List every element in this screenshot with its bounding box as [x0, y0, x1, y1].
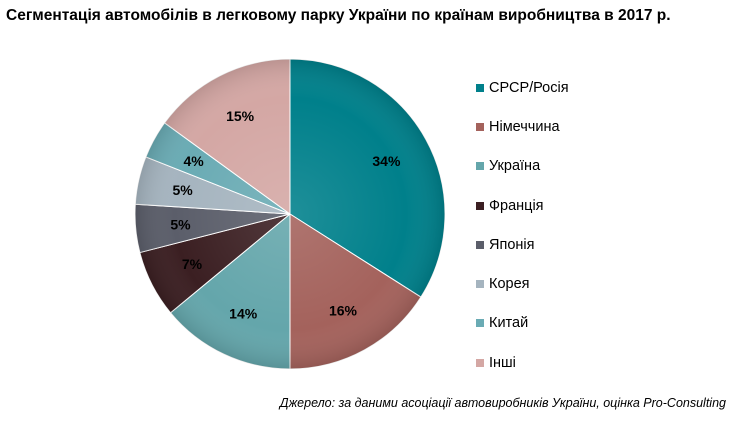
legend-label: Інші [489, 354, 516, 371]
legend-item: Японія [476, 225, 569, 264]
slice-label: 16% [329, 302, 358, 318]
legend-item: Корея [476, 264, 569, 303]
slice-label: 4% [183, 153, 204, 169]
legend-label: Україна [489, 158, 541, 175]
legend: СРСР/Росія Німеччина Україна Франція Японія К… [476, 68, 569, 382]
slice-label: 5% [170, 216, 191, 232]
legend-swatch [476, 280, 484, 289]
legend-swatch [476, 201, 484, 210]
legend-swatch [476, 122, 484, 131]
legend-label: Корея [489, 276, 530, 293]
legend-swatch [476, 240, 484, 249]
slice-label: 14% [229, 306, 258, 322]
legend-swatch [476, 358, 484, 367]
legend-label: СРСР/Росія [489, 79, 569, 96]
legend-item: Німеччина [476, 107, 569, 146]
legend-swatch [476, 319, 484, 328]
legend-swatch [476, 162, 484, 171]
legend-item: СРСР/Росія [476, 68, 569, 107]
legend-swatch [476, 83, 484, 92]
legend-item: Україна [476, 147, 569, 186]
legend-item: Китай [476, 304, 569, 343]
slice-label: 7% [182, 256, 203, 272]
legend-label: Японія [489, 236, 535, 253]
slice-label: 5% [172, 182, 193, 198]
slice-label: 34% [372, 153, 401, 169]
chart-title: Сегментація автомобілів в легковому парк… [6, 7, 671, 24]
legend-item: Інші [476, 343, 569, 382]
slice-label: 15% [226, 108, 255, 124]
legend-item: Франція [476, 186, 569, 225]
legend-label: Китай [489, 315, 529, 332]
legend-label: Німеччина [489, 118, 560, 135]
legend-label: Франція [489, 197, 544, 214]
source-note: Джерело: за даними асоціації автовиробни… [279, 396, 726, 410]
